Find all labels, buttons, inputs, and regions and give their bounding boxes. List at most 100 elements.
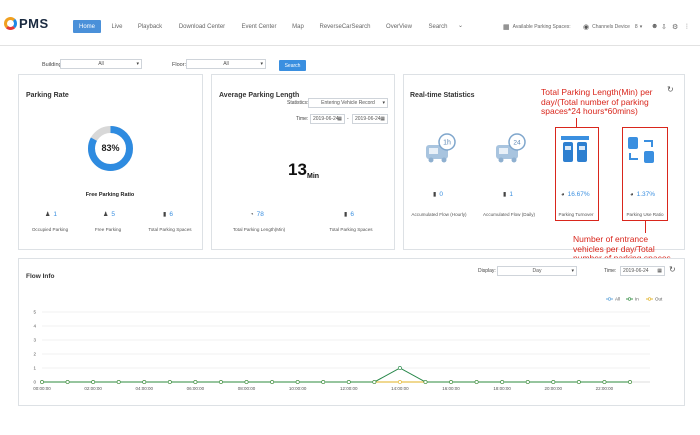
series-point-in	[321, 380, 326, 384]
total-spaces-label: Total Parking Spaces	[329, 227, 373, 232]
parking-use-ratio-highlight-box	[622, 127, 668, 221]
nav-tab-reverse-car-search[interactable]: ReverseCarSearch	[319, 23, 371, 30]
calendar-icon: ▦	[337, 116, 342, 122]
person-icon: ♟	[45, 212, 51, 218]
y-tick-label: 0	[33, 380, 36, 385]
chart-series	[40, 366, 632, 384]
x-tick-label: 08:00:00	[238, 386, 256, 391]
free-parking-value: 5	[111, 211, 116, 218]
nav-tab-search[interactable]: Search	[428, 23, 448, 30]
series-point-in	[628, 380, 632, 384]
building-value: All	[98, 61, 104, 67]
flow-info-panel	[18, 258, 685, 406]
flow-info-title: Flow Info	[26, 273, 55, 280]
free-parking-donut-chart	[88, 126, 133, 171]
flow-refresh-icon[interactable]: ↻	[669, 265, 676, 274]
nav-tab-home[interactable]: Home	[73, 20, 101, 33]
car-wheel	[428, 157, 434, 163]
device-chevron-icon: ▾	[639, 23, 643, 30]
series-point-in	[551, 380, 556, 384]
chart-x-ticks: 00:00:00 02:00:00 04:00:00 06:00:00 08:00:00…	[33, 386, 613, 391]
search-button[interactable]: Search	[279, 60, 306, 71]
nav-tab-map[interactable]: Map	[292, 23, 304, 30]
donut-arc	[88, 126, 133, 171]
floor-chevron-down-icon: ▾	[260, 61, 263, 67]
more-icon[interactable]: ⋮	[684, 24, 690, 30]
free-parking-ratio-label: Free Parking Ratio	[85, 192, 135, 198]
nav-tab-playback[interactable]: Playback	[137, 23, 163, 30]
series-point-in	[474, 380, 479, 384]
use-ratio-annotation-line-2: vehicles per day/Total	[573, 243, 655, 254]
nav-more-chevron-icon[interactable]: ⌄	[458, 23, 464, 29]
x-tick-label: 16:00:00	[442, 386, 460, 391]
time-label: Time:	[296, 116, 309, 122]
user-icon[interactable]: ☻	[651, 23, 659, 30]
chart-y-ticks: 0 1 2 3 4 5	[33, 310, 36, 385]
turnover-formula-annotation: Total Parking Length(Min) per day/(Total…	[541, 87, 681, 117]
display-select[interactable]: Day ▾	[497, 266, 577, 276]
statistics-select[interactable]: Entering Vehicle Record ▾	[308, 98, 388, 108]
x-tick-label: 10:00:00	[289, 386, 307, 391]
flow-time-label: Time:	[604, 268, 617, 274]
battery-icon: ▮	[503, 192, 507, 198]
hourly-flow-stat: ▮ 0	[433, 191, 443, 198]
car-top	[628, 137, 638, 149]
turnover-annotation-line-1: Total Parking Length(Min) per	[541, 87, 653, 97]
clock-bubble	[508, 133, 526, 151]
legend-marker-all	[607, 297, 612, 301]
display-value: Day	[532, 268, 542, 274]
parking-use-ratio-value: 1.37%	[636, 191, 656, 198]
app-logo[interactable]: PMS	[4, 14, 49, 32]
nav-tab-live[interactable]: Live	[111, 23, 123, 30]
x-tick-label: 06:00:00	[187, 386, 205, 391]
series-point-in	[244, 380, 249, 384]
time-to-input[interactable]: 2019-06-24 ▦	[352, 114, 388, 124]
gear-icon[interactable]: ⚙	[672, 23, 679, 31]
legend-marker-out	[647, 297, 652, 301]
nav-tab-event-center[interactable]: Event Center	[241, 23, 277, 30]
x-tick-label: 00:00:00	[33, 386, 51, 391]
nav-tab-overview[interactable]: OverView	[386, 23, 412, 30]
device-status-indicator[interactable]: ◉ Channels Device 8 ▾	[583, 20, 642, 33]
series-point-in	[449, 380, 453, 384]
series-point-in	[372, 380, 377, 384]
nav-tab-download-center[interactable]: Download Center	[178, 23, 226, 30]
daily-flow-stat: ▮ 1	[503, 191, 513, 198]
series-point-in	[500, 380, 505, 384]
car-daily-icon: 24	[496, 133, 526, 163]
download-icon[interactable]: ⇩	[661, 23, 667, 31]
device-icon: ◉	[583, 23, 590, 31]
realtime-refresh-icon[interactable]: ↻	[667, 85, 674, 94]
daily-flow-value: 1	[509, 191, 513, 198]
annotation-connector-bottom	[645, 221, 646, 233]
series-point-in	[602, 380, 607, 384]
hourly-flow-label: Accumulated Flow (Hourly)	[411, 212, 467, 217]
battery-icon: ▮	[163, 212, 167, 218]
available-spaces-indicator: ▦ Available Parking Spaces:	[503, 20, 571, 33]
use-ratio-annotation-line-1: Number of entrance	[573, 234, 649, 244]
parking-icon: ▦	[503, 23, 510, 31]
x-tick-label: 14:00:00	[391, 386, 409, 391]
total-spaces-value: 6	[350, 211, 354, 218]
series-point-in	[423, 380, 428, 384]
garage-roof	[561, 136, 589, 140]
building-select[interactable]: All ▾	[60, 59, 142, 69]
free-parking-stat: ♟ 5	[103, 211, 115, 218]
building-label: Building:	[42, 62, 64, 68]
floor-label: Floor:	[172, 62, 187, 68]
cycle-arrow	[629, 153, 638, 160]
top-navbar: PMS Home Live Playback Download Center E…	[0, 0, 700, 46]
display-label: Display:	[478, 268, 496, 274]
x-tick-label: 04:00:00	[135, 386, 153, 391]
series-point-in	[142, 380, 147, 384]
series-point-in	[193, 380, 198, 384]
legend-label-out: Out	[655, 297, 663, 302]
series-line-all	[42, 367, 630, 383]
time-separator: -	[347, 116, 349, 122]
time-from-input[interactable]: 2019-06-24 ▦	[310, 114, 345, 124]
floor-select[interactable]: All ▾	[186, 59, 266, 69]
hourly-flow-value: 0	[439, 191, 443, 198]
flow-time-input[interactable]: 2019-06-24 ▦	[620, 266, 665, 276]
series-point-in	[270, 380, 274, 384]
